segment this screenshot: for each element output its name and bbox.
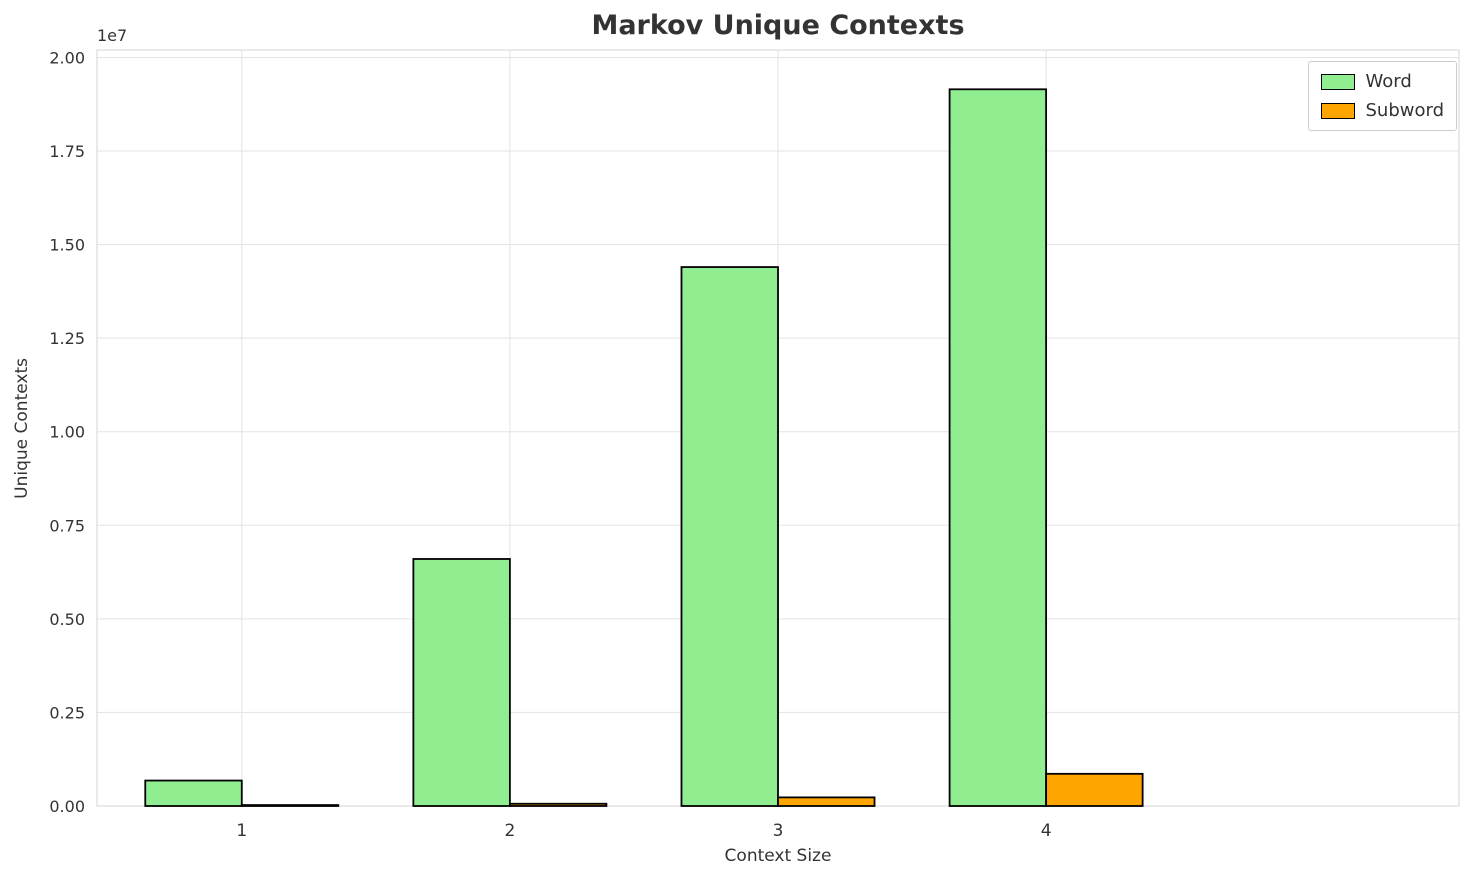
y-tick-label: 1.25: [49, 329, 85, 348]
y-tick-label: 0.75: [49, 516, 85, 535]
bar-word-2: [412, 558, 511, 807]
y-tick-label: 1.50: [49, 236, 85, 255]
bar-subword-3: [777, 796, 876, 807]
x-tick-label: 2: [504, 821, 515, 841]
y-axis-offset-text: 1e7: [97, 26, 128, 45]
bar-word-3: [680, 266, 779, 807]
y-tick-label: 1.00: [49, 423, 85, 442]
bar-subword-4: [1045, 772, 1144, 807]
legend-entry-word: Word: [1321, 71, 1444, 92]
legend: Word Subword: [1308, 61, 1457, 131]
y-tick-label: 0.25: [49, 703, 85, 722]
bar-word-4: [948, 88, 1048, 807]
y-tick-label: 0.00: [49, 797, 85, 816]
y-tick-label: 2.00: [49, 48, 85, 67]
x-tick-label: 3: [773, 821, 784, 841]
x-tick-label: 4: [1041, 821, 1052, 841]
y-tick-label: 0.50: [49, 610, 85, 629]
y-axis-label: Unique Contexts: [12, 357, 32, 499]
bar-subword-1: [240, 804, 340, 807]
y-tick-label: 1.75: [49, 142, 85, 161]
word-legend-label: Word: [1365, 71, 1412, 92]
y-axis-label-container: Unique Contexts: [4, 50, 40, 806]
subword-legend-label: Subword: [1365, 100, 1444, 121]
x-axis-label: Context Size: [724, 846, 832, 866]
bar-subword-2: [508, 802, 608, 807]
legend-entry-subword: Subword: [1321, 100, 1444, 121]
x-tick-label: 1: [236, 821, 247, 841]
word-legend-swatch: [1321, 73, 1356, 90]
chart-title: Markov Unique Contexts: [591, 10, 965, 41]
subword-legend-swatch: [1321, 102, 1356, 119]
bar-word-1: [144, 779, 243, 807]
